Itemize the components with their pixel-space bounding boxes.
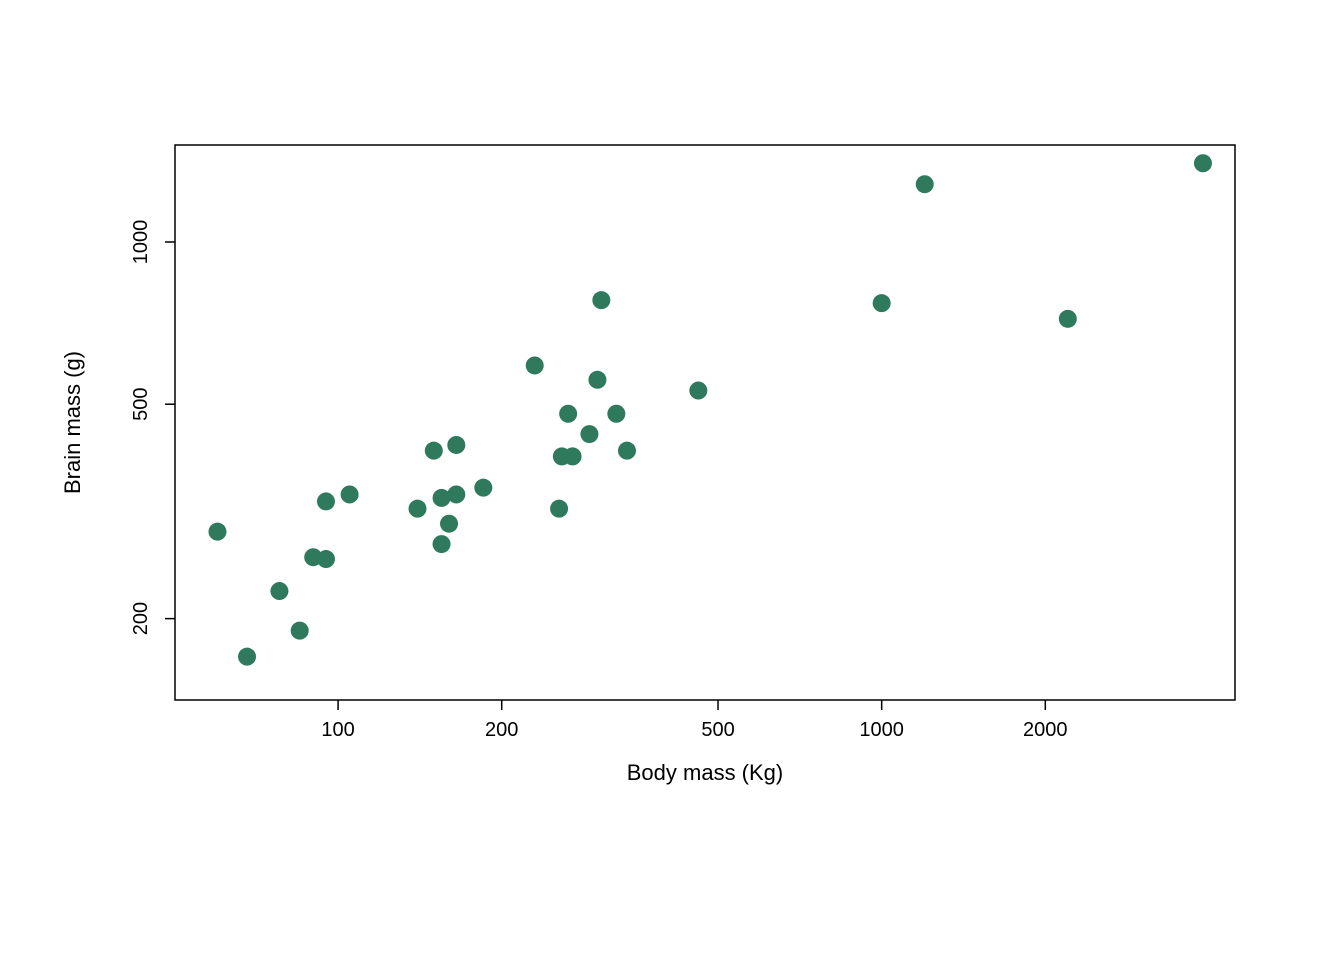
x-tick-label: 500 xyxy=(701,719,734,741)
y-tick-label: 200 xyxy=(130,602,152,635)
x-tick-label: 100 xyxy=(321,719,354,741)
data-point xyxy=(270,582,288,600)
data-point xyxy=(618,442,636,460)
data-point xyxy=(440,515,458,533)
data-point xyxy=(592,291,610,309)
data-point xyxy=(559,405,577,423)
x-axis-label: Body mass (Kg) xyxy=(627,760,784,785)
data-point xyxy=(317,550,335,568)
data-point xyxy=(291,622,309,640)
chart-svg: 100 200 500 1000 2000 200 500 1000 Body mass (Kg… xyxy=(0,0,1344,960)
x-tick-label: 1000 xyxy=(859,719,904,741)
data-point xyxy=(433,535,451,553)
data-point xyxy=(474,479,492,497)
data-point xyxy=(873,294,891,312)
data-point xyxy=(317,492,335,510)
data-point xyxy=(607,405,625,423)
y-tick-label: 1000 xyxy=(130,220,152,265)
data-point xyxy=(1194,154,1212,172)
data-point xyxy=(341,485,359,503)
data-point xyxy=(550,500,568,518)
data-point xyxy=(588,371,606,389)
data-point xyxy=(208,523,226,541)
data-point xyxy=(447,436,465,454)
data-point xyxy=(1059,310,1077,328)
data-point xyxy=(238,648,256,666)
data-point xyxy=(447,485,465,503)
y-axis-label: Brain mass (g) xyxy=(60,351,85,494)
scatter-chart: 100 200 500 1000 2000 200 500 1000 Body mass (Kg… xyxy=(0,0,1344,960)
x-tick-label: 200 xyxy=(485,719,518,741)
data-point xyxy=(564,447,582,465)
data-point xyxy=(916,175,934,193)
data-point xyxy=(526,356,544,374)
data-point xyxy=(409,500,427,518)
y-tick-label: 500 xyxy=(130,388,152,421)
x-tick-label: 2000 xyxy=(1023,719,1068,741)
data-point xyxy=(689,382,707,400)
data-point xyxy=(425,442,443,460)
data-point xyxy=(580,425,598,443)
